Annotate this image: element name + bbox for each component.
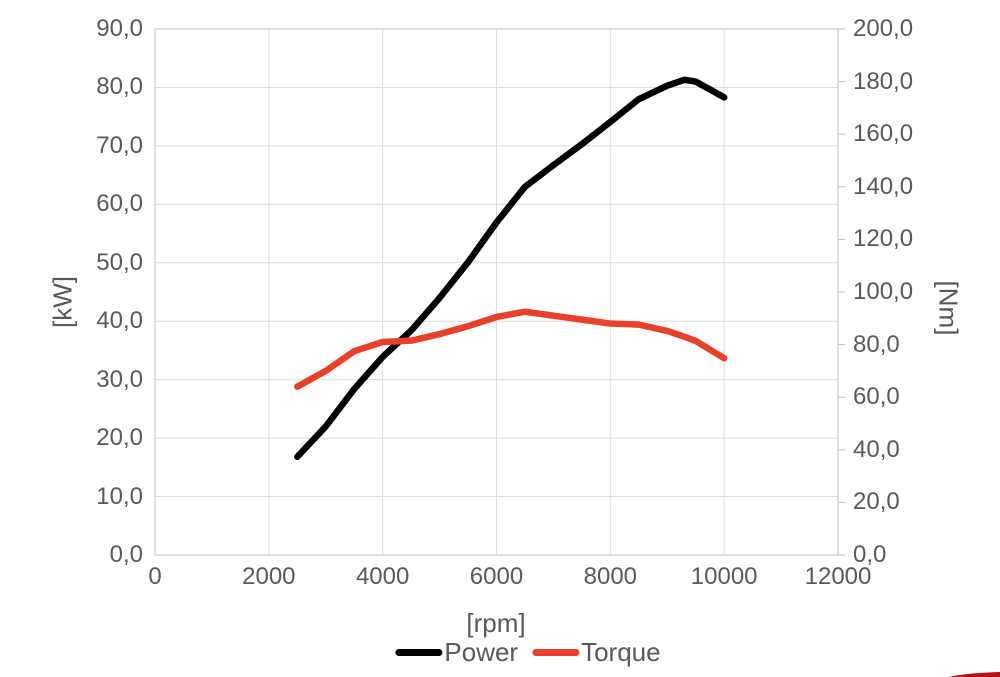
x-axis-tick-label: 12000 (804, 563, 872, 590)
right-axis-tick-label: 120,0 (853, 225, 914, 253)
legend-label-torque: Torque (581, 637, 661, 667)
x-axis-tick-label: 10000 (690, 563, 758, 590)
torque-curve (294, 308, 728, 390)
right-axis-tick-label: 0,0 (853, 541, 887, 568)
left-axis-tick-label: 0,0 (109, 541, 143, 568)
x-axis-tick-label: 6000 (469, 563, 524, 590)
x-axis-tick-label: 8000 (583, 563, 638, 590)
right-axis-tick-label: 180,0 (853, 67, 914, 95)
red-ellipse-decoration (922, 672, 1000, 677)
left-axis-tick-label: 40,0 (96, 307, 143, 335)
x-axis-title: [rpm] (466, 608, 526, 638)
right-axis-title: [Nm] (933, 280, 964, 336)
right-axis-tick-label: 20,0 (853, 488, 900, 516)
left-axis-title: [kW] (47, 276, 78, 328)
right-axis-tick-label: 100,0 (853, 278, 914, 305)
left-axis-tick-label: 30,0 (96, 365, 143, 393)
right-axis-tick-label: 40,0 (853, 435, 900, 463)
legend-entry-torque: Torque (532, 637, 661, 668)
right-axis-tick-label: 60,0 (853, 383, 900, 411)
left-axis-tick-label: 80,0 (96, 73, 143, 101)
left-axis-tick-label: 10,0 (96, 482, 143, 510)
x-axis-tick-label: 0 (148, 563, 162, 590)
right-axis-tick-label: 200,0 (853, 15, 914, 42)
left-axis-tick-label: 90,0 (96, 15, 143, 42)
power-curve (294, 76, 728, 461)
left-axis-tick-label: 50,0 (96, 248, 143, 276)
left-axis-tick-label: 20,0 (96, 424, 143, 452)
right-axis-tick-label: 140,0 (853, 172, 914, 200)
torque-line-swatch (532, 649, 580, 656)
left-axis-tick-label: 70,0 (96, 131, 143, 159)
legend-label-power: Power (444, 637, 519, 667)
legend: Power Torque (395, 637, 661, 668)
x-axis-tick-label: 4000 (355, 563, 410, 590)
left-axis-tick-label: 60,0 (96, 190, 143, 218)
right-axis-tick-label: 160,0 (853, 120, 914, 148)
x-axis-tick-label: 2000 (242, 563, 296, 590)
right-axis-tick-label: 80,0 (853, 330, 900, 358)
legend-entry-power: Power (395, 637, 518, 668)
power-line-swatch (395, 649, 443, 656)
